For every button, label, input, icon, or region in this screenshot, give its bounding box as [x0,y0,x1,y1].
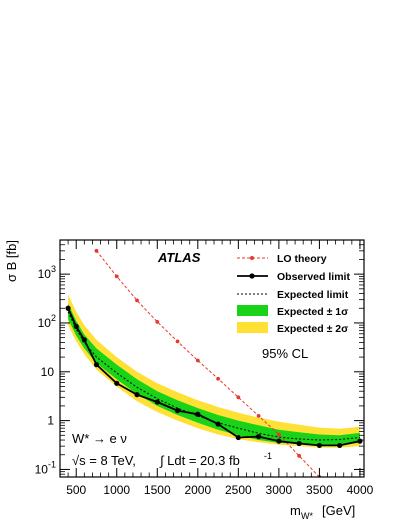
y-tick-label-exponent: -1 [48,459,56,469]
legend-band1-swatch [237,305,268,316]
x-tick-label: 2500 [225,483,252,497]
band-1-sigma [68,303,360,446]
x-axis-title: m W* [GeV] [290,503,355,521]
y-tick-label-base: 10 [41,365,55,379]
lo-theory-point [256,413,261,418]
observed-limit-point [81,337,87,343]
legend: LO theory Observed limit Expected limit … [237,253,350,335]
observed-limit-point [114,380,120,386]
observed-limit-point [93,362,100,368]
plot-frame [59,239,365,478]
line-group [65,248,363,477]
lo-theory-point [195,358,200,363]
x-axis-title-sub: W* [301,511,313,521]
x-axis: 500 1000 1500 2000 2500 3000 3500 4000 [66,240,374,497]
x-tick-label: 1000 [103,483,130,497]
observed-limit-point [73,323,79,330]
legend-band2-label: Expected ± 2σ [277,323,348,335]
legend-item-observed: Observed limit [237,271,350,283]
y-tick-label: 10-1 [35,459,56,476]
observed-limit-point [195,411,201,417]
observed-limit-point [357,438,363,444]
plot-layer: 500 1000 1500 2000 2500 3000 3500 4000 10-11101… [35,239,374,497]
lo-theory-point [175,339,180,344]
energy-label: √s = 8 TeV, [72,453,136,468]
x-tick-label: 4000 [347,483,374,497]
legend-observed-label: Observed limit [277,271,350,283]
observed-limit-point [215,421,221,427]
y-tick-label: 102 [38,313,56,330]
x-tick-label: 500 [66,483,86,497]
y-tick-label-base: 10 [35,462,49,476]
confidence-level-label: 95% CL [262,346,308,361]
y-tick-label: 1 [47,414,54,428]
legend-item-lo-theory: LO theory [237,253,327,265]
observed-limit-point [134,392,140,398]
lo-theory-point [236,395,241,400]
observed-limit-point [316,442,323,449]
legend-band2-swatch [237,322,268,333]
observed-limit-point [337,442,343,449]
lo-theory-point [114,274,119,279]
lo-theory-point [94,248,99,253]
x-tick-label: 3000 [266,483,293,497]
legend-lo-theory-marker [250,256,254,260]
legend-band1-label: Expected ± 1σ [277,306,348,318]
x-axis-title-main: m [290,503,301,518]
lo-theory-point [216,376,220,381]
legend-expected-label: Expected limit [277,289,349,301]
y-tick-label-base: 10 [38,267,52,281]
lo-theory-point [155,320,160,324]
luminosity-exponent: -1 [264,451,272,461]
lo-theory-point [297,453,302,458]
observed-limit-point [65,305,71,311]
lo-theory-point [135,298,139,303]
experiment-label: ATLAS [157,250,201,265]
x-tick-label: 2000 [184,483,211,497]
legend-lo-theory-label: LO theory [277,253,327,265]
observed-limit-point [235,434,241,441]
luminosity-label: ∫ Ldt = 20.3 fb [159,453,240,468]
legend-item-expected: Expected limit [237,289,349,301]
y-axis-title: σ B [fb] [4,240,19,282]
observed-limit-point [256,434,262,440]
y-tick-label: 103 [38,264,56,281]
x-axis-title-unit: [GeV] [322,503,355,518]
y-tick-label-base: 1 [47,414,54,428]
observed-limit-point [276,438,282,444]
process-label: W* → e ν [72,431,127,446]
observed-limit-point [296,440,302,447]
y-tick-label-exponent: 3 [51,264,56,274]
observed-limit-point [154,399,160,405]
legend-observed-marker [249,273,255,279]
observed-limit-point [174,408,181,414]
band-group [68,294,360,448]
y-tick-label: 10 [41,365,55,379]
y-tick-label-exponent: 2 [51,313,56,323]
legend-item-band2: Expected ± 2σ [237,322,348,335]
lo-theory-point [276,432,281,437]
x-tick-label: 3500 [306,483,333,497]
y-tick-label-base: 10 [38,316,52,330]
x-tick-label: 1500 [144,483,171,497]
legend-item-band1: Expected ± 1σ [237,305,348,318]
